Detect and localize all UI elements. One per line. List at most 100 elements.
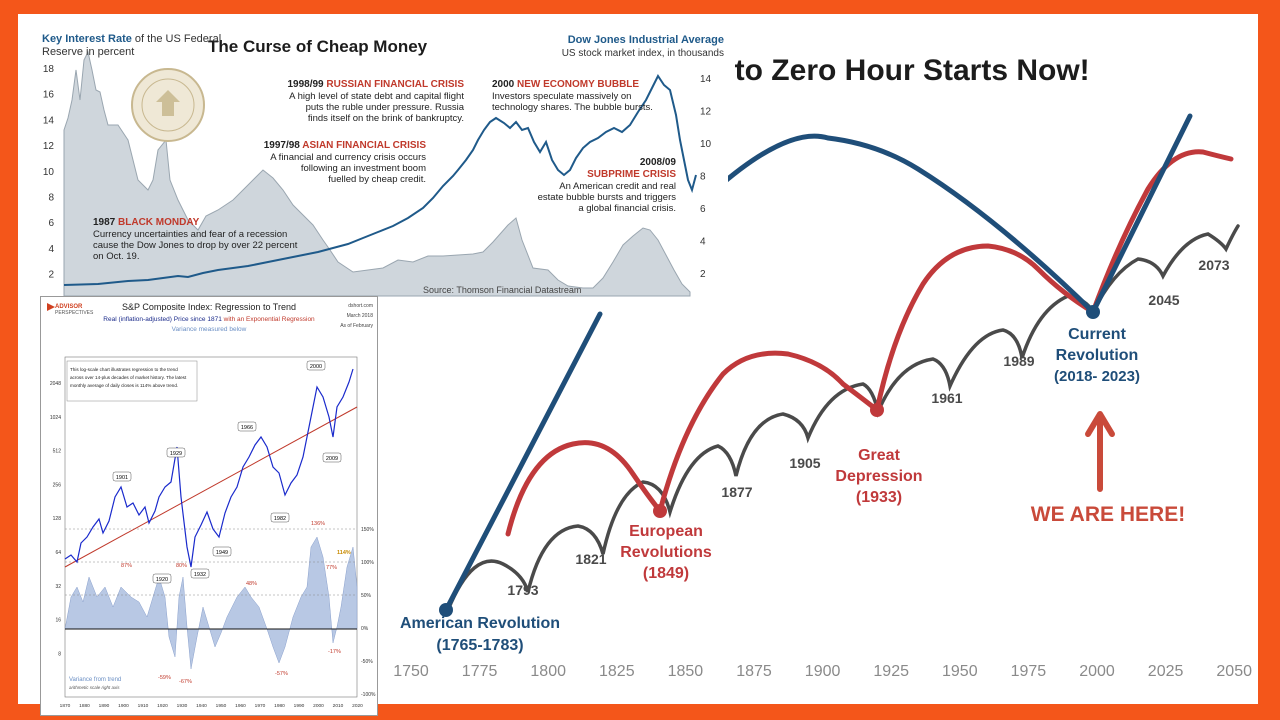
inset1-left-tick-16: 16	[43, 90, 55, 101]
inset1-right-tick-12: 12	[700, 107, 712, 118]
svg-text:1949: 1949	[216, 550, 228, 556]
inset1-right-tick-10: 10	[700, 139, 712, 150]
inset1-right-tick-2: 2	[700, 269, 706, 280]
svg-text:technology shares. The bubble: technology shares. The bubble bursts.	[492, 102, 653, 113]
inset2-sub2: Variance measured below	[172, 326, 247, 333]
canvas: n to Zero Hour Starts Now! American Revo…	[18, 14, 1258, 716]
inset1-source: Source: Thomson Financial Datastream	[423, 285, 581, 295]
svg-text:114%: 114%	[337, 550, 351, 556]
svg-text:estate bubble bursts and trigg: estate bubble bursts and triggers	[538, 192, 677, 203]
svg-text:1920: 1920	[156, 577, 168, 583]
inset-curse-of-cheap-money: The Curse of Cheap Money Key Interest Ra…	[38, 30, 728, 316]
x-tick-1750: 1750	[393, 663, 429, 680]
inset1-right-title: Dow Jones Industrial Average	[568, 34, 724, 46]
svg-text:-17%: -17%	[328, 649, 341, 655]
label-current-2: Revolution	[1056, 347, 1139, 364]
series-interest-rate-area	[63, 50, 691, 297]
svg-text:77%: 77%	[326, 565, 337, 571]
inset1-left-tick-6: 6	[48, 218, 54, 229]
label-great-2: Depression	[835, 468, 922, 485]
x-tick-2025: 2025	[1148, 663, 1184, 680]
label-european-2: Revolutions	[620, 544, 712, 561]
inset1-left-tick-18: 18	[43, 64, 55, 75]
label-1961: 1961	[931, 390, 962, 406]
inset2-x-tick-1930: 1930	[177, 703, 188, 709]
inset2-left-tick-32: 32	[55, 584, 61, 590]
annotation-1998: 1998/99 RUSSIAN FINANCIAL CRISIS A high …	[287, 79, 464, 124]
svg-text:A financial and currency crisi: A financial and currency crisis occurs	[270, 152, 426, 163]
inset2-chart: ADVISOR PERSPECTIVES S&P Composite Index…	[41, 297, 377, 715]
x-tick-1950: 1950	[942, 663, 978, 680]
label-1905: 1905	[789, 455, 820, 471]
arrow-up-icon	[1085, 411, 1115, 492]
annotation-1987: 1987 BLACK MONDAY Currency uncertainties…	[93, 217, 298, 262]
svg-text:Currency uncertainties and fea: Currency uncertainties and fear of a rec…	[93, 229, 287, 240]
svg-text:A high level of state debt and: A high level of state debt and capital f…	[289, 91, 464, 102]
inset2-right-axis: 150% 100% 50% 0% -50% -100%	[361, 527, 376, 698]
series-blue-big-arc	[713, 133, 1096, 315]
label-current: Current	[1068, 326, 1126, 343]
inset1-left-axis: 18 16 14 12 10 8 6 4 2	[43, 64, 55, 281]
svg-text:136%: 136%	[311, 521, 325, 527]
inset2-x-tick-1940: 1940	[196, 703, 207, 709]
x-tick-1775: 1775	[462, 663, 498, 680]
inset1-left-tick-10: 10	[43, 167, 55, 178]
inset2-pct-labels: 87% 80% 48% 136% 77% 114% -59% -67% -57%…	[121, 521, 351, 685]
svg-text:2008/09: 2008/09	[640, 157, 677, 168]
inset2-x-tick-1890: 1890	[99, 703, 110, 709]
svg-text:1982: 1982	[274, 516, 286, 522]
series-blue-current	[1090, 113, 1193, 315]
svg-text:ADVISOR: ADVISOR	[55, 304, 83, 310]
label-1989: 1989	[1003, 353, 1034, 369]
inset2-trend-line	[64, 406, 358, 568]
inset2-x-axis: 1870 1880 1890 1900 1910 1920 1930 1940 1950 1960…	[60, 703, 364, 709]
inset2-left-tick-64: 64	[55, 550, 61, 556]
inset1-right-tick-14: 14	[700, 74, 712, 85]
inset1-right-tick-6: 6	[700, 204, 706, 215]
main-title: n to Zero Hour Starts Now!	[708, 54, 1090, 87]
inset2-left-tick-512: 512	[53, 449, 62, 455]
label-american-years: (1765-1783)	[436, 637, 523, 654]
svg-text:finds itself on the brink of b: finds itself on the brink of bankruptcy.	[308, 113, 464, 124]
inset2-title: S&P Composite Index: Regression to Trend	[122, 302, 296, 312]
svg-text:-59%: -59%	[158, 675, 171, 681]
svg-text:2009: 2009	[326, 456, 338, 462]
advisor-perspectives-logo: ADVISOR PERSPECTIVES	[47, 303, 94, 316]
inset2-left-tick-8: 8	[58, 651, 61, 657]
svg-text:1997/98 ASIAN FINANCIAL CRISIS: 1997/98 ASIAN FINANCIAL CRISIS	[264, 140, 427, 151]
x-tick-1875: 1875	[736, 663, 772, 680]
svg-text:2000: 2000	[310, 364, 322, 370]
label-2045: 2045	[1148, 292, 1179, 308]
inset2-x-tick-1900: 1900	[118, 703, 129, 709]
x-axis: 1750 1775 1800 1825 1850 1875 1900 1925 1950 1975…	[393, 663, 1252, 680]
svg-text:following an investment boom: following an investment boom	[301, 163, 426, 174]
label-great: Great	[858, 447, 900, 464]
inset2-note-2: across over 14-plus decades of market hi…	[70, 375, 187, 380]
x-tick-1925: 1925	[873, 663, 909, 680]
inset2-left-tick-1024: 1024	[50, 415, 61, 421]
inset2-note-3: monthly average of daily closes is 114% …	[70, 383, 178, 388]
inset2-left-tick-16: 16	[55, 618, 61, 624]
series-variance-area	[64, 536, 358, 670]
inset2-x-tick-2010: 2010	[333, 703, 344, 709]
inset2-x-tick-2000: 2000	[313, 703, 324, 709]
svg-text:1987 BLACK MONDAY: 1987 BLACK MONDAY	[93, 217, 200, 228]
inset2-x-tick-1920: 1920	[157, 703, 168, 709]
label-we-are-here: WE ARE HERE!	[1031, 503, 1185, 526]
inset2-right-tick-5: -100%	[361, 692, 376, 698]
inset2-right-tick-0: 150%	[361, 527, 374, 533]
series-blue-rise	[443, 311, 603, 613]
series-dow-jones-line	[63, 74, 697, 286]
x-tick-1850: 1850	[668, 663, 704, 680]
svg-text:1929: 1929	[170, 451, 182, 457]
inset1-right-tick-4: 4	[700, 237, 706, 248]
inset1-left-tick-12: 12	[43, 141, 55, 152]
inset2-x-tick-1960: 1960	[235, 703, 246, 709]
point-current-revolution	[1086, 305, 1100, 319]
point-european-revolutions	[653, 504, 667, 518]
inset2-note-1: This log-scale chart illustrates regress…	[70, 367, 178, 372]
inset1-title: The Curse of Cheap Money	[208, 37, 428, 56]
svg-text:1966: 1966	[241, 425, 253, 431]
svg-text:87%: 87%	[121, 563, 132, 569]
label-1793: 1793	[507, 582, 538, 598]
